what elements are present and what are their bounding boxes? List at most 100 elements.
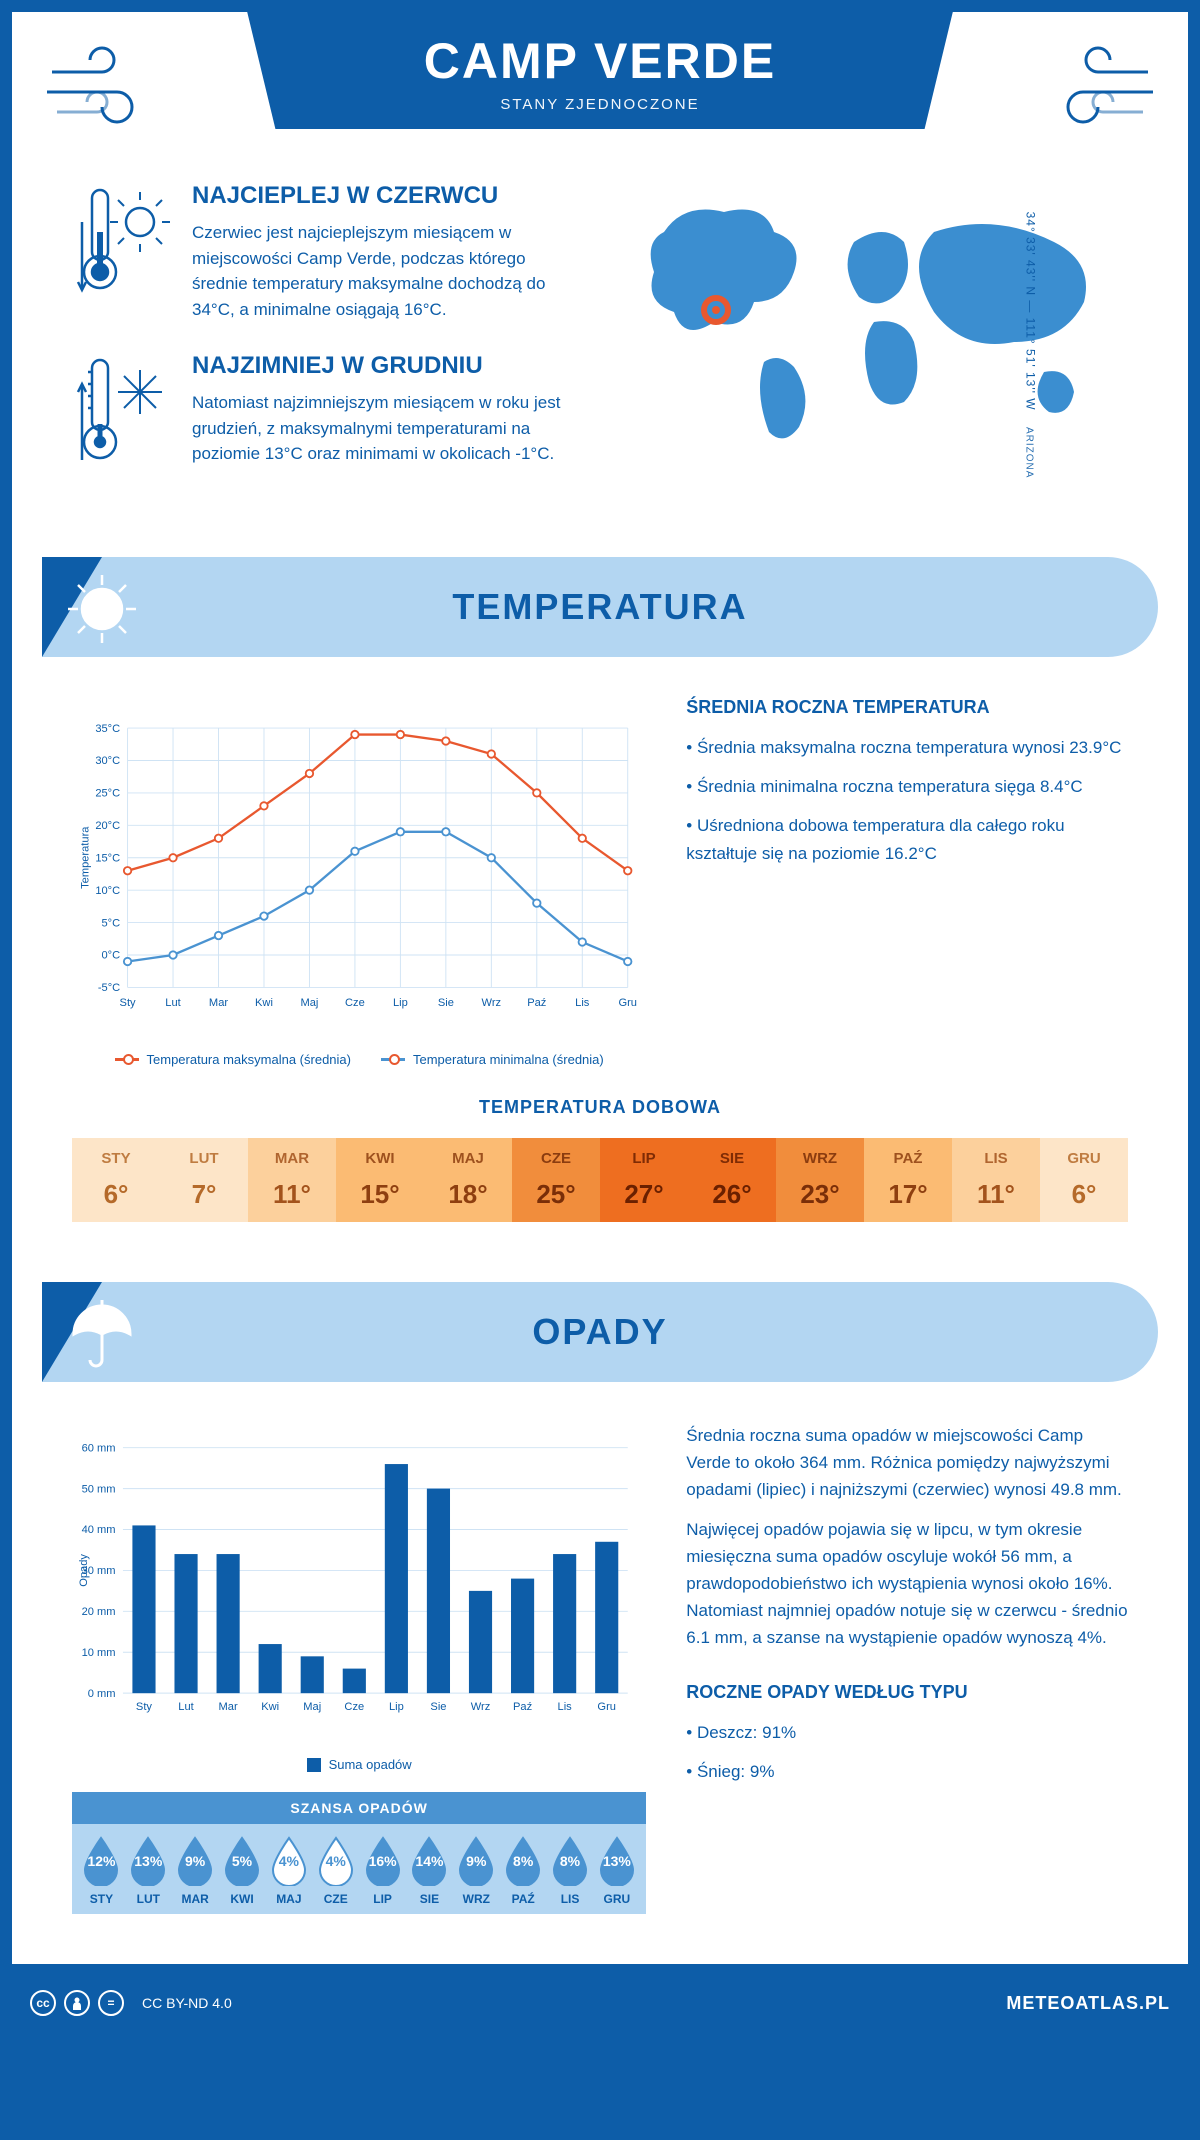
svg-text:Lip: Lip xyxy=(389,1701,404,1713)
rain-chance-cell: 4% MAJ xyxy=(265,1836,312,1906)
daily-temp-cell: PAŹ17° xyxy=(864,1138,952,1222)
svg-text:50 mm: 50 mm xyxy=(82,1483,116,1495)
country-subtitle: STANY ZJEDNOCZONE xyxy=(277,96,923,113)
svg-text:60 mm: 60 mm xyxy=(82,1442,116,1454)
svg-text:Temperatura: Temperatura xyxy=(80,826,92,889)
warmest-body: Czerwiec jest najcieplejszym miesiącem w… xyxy=(192,220,580,322)
section-title: TEMPERATURA xyxy=(42,586,1158,628)
svg-text:Paź: Paź xyxy=(513,1701,532,1713)
daily-temp-cell: LIP27° xyxy=(600,1138,688,1222)
svg-text:40 mm: 40 mm xyxy=(82,1524,116,1536)
avg-temp-item: Uśredniona dobowa temperatura dla całego… xyxy=(686,812,1128,866)
rain-paragraph: Najwięcej opadów pojawia się w lipcu, w … xyxy=(686,1516,1128,1652)
thermometer-snow-icon xyxy=(72,352,172,477)
daily-temp-cell: KWI15° xyxy=(336,1138,424,1222)
rain-chance-cell: 14% SIE xyxy=(406,1836,453,1906)
title-banner: CAMP VERDE STANY ZJEDNOCZONE xyxy=(247,12,953,129)
rain-chance-cell: 9% WRZ xyxy=(453,1836,500,1906)
nd-icon: = xyxy=(98,1990,124,2016)
daily-temp-title: TEMPERATURA DOBOWA xyxy=(72,1097,1128,1118)
coldest-title: NAJZIMNIEJ W GRUDNIU xyxy=(192,352,580,380)
avg-temp-list: Średnia maksymalna roczna temperatura wy… xyxy=(686,734,1128,867)
avg-temp-title: ŚREDNIA ROCZNA TEMPERATURA xyxy=(686,697,1128,718)
svg-text:15°C: 15°C xyxy=(95,852,120,864)
svg-text:Lis: Lis xyxy=(558,1701,573,1713)
svg-text:Opady: Opady xyxy=(78,1554,90,1587)
temperature-line-chart: -5°C0°C5°C10°C15°C20°C25°C30°C35°CStyLut… xyxy=(72,697,646,1037)
rain-chance-panel: SZANSA OPADÓW 12% STY 13% LUT 9% MAR 5% … xyxy=(72,1792,646,1914)
svg-text:Cze: Cze xyxy=(345,997,365,1009)
wind-icon xyxy=(42,42,162,137)
svg-text:35°C: 35°C xyxy=(95,723,120,735)
daily-temp-cell: LUT7° xyxy=(160,1138,248,1222)
footer: cc = CC BY-ND 4.0 METEOATLAS.PL xyxy=(0,1976,1200,2030)
svg-text:30°C: 30°C xyxy=(95,755,120,767)
svg-text:Kwi: Kwi xyxy=(261,1701,279,1713)
sun-icon xyxy=(62,569,142,654)
umbrella-icon xyxy=(62,1294,142,1379)
coldest-block: NAJZIMNIEJ W GRUDNIU Natomiast najzimnie… xyxy=(72,352,580,477)
wind-icon xyxy=(1038,42,1158,137)
section-header-rain: OPADY xyxy=(42,1282,1158,1382)
license-text: CC BY-ND 4.0 xyxy=(142,1995,232,2011)
svg-text:Lip: Lip xyxy=(393,997,408,1009)
section-header-temperature: TEMPERATURA xyxy=(42,557,1158,657)
daily-temp-cell: GRU6° xyxy=(1040,1138,1128,1222)
svg-text:20 mm: 20 mm xyxy=(82,1606,116,1618)
svg-text:Mar: Mar xyxy=(219,1701,238,1713)
svg-text:Wrz: Wrz xyxy=(482,997,502,1009)
rain-chance-cell: 8% PAŹ xyxy=(500,1836,547,1906)
world-map: 34° 33' 43'' N — 111° 51' 13'' W ARIZONA xyxy=(620,182,1128,507)
avg-temp-item: Średnia minimalna roczna temperatura się… xyxy=(686,773,1128,800)
svg-text:Lut: Lut xyxy=(178,1701,193,1713)
rain-type-list: Deszcz: 91% Śnieg: 9% xyxy=(686,1719,1128,1785)
daily-temp-table: STY6°LUT7°MAR11°KWI15°MAJ18°CZE25°LIP27°… xyxy=(72,1138,1128,1222)
daily-temp-cell: MAJ18° xyxy=(424,1138,512,1222)
svg-text:Maj: Maj xyxy=(300,997,318,1009)
section-title: OPADY xyxy=(42,1311,1158,1353)
rain-paragraph: Średnia roczna suma opadów w miejscowośc… xyxy=(686,1422,1128,1504)
chart-legend: Suma opadów xyxy=(72,1757,646,1772)
svg-text:0 mm: 0 mm xyxy=(88,1688,116,1700)
daily-temp-cell: WRZ23° xyxy=(776,1138,864,1222)
daily-temp-cell: STY6° xyxy=(72,1138,160,1222)
svg-text:Cze: Cze xyxy=(344,1701,364,1713)
rain-type-title: ROCZNE OPADY WEDŁUG TYPU xyxy=(686,1682,1128,1703)
svg-text:Maj: Maj xyxy=(303,1701,321,1713)
svg-text:Mar: Mar xyxy=(209,997,228,1009)
rain-chance-cell: 9% MAR xyxy=(172,1836,219,1906)
svg-text:Gru: Gru xyxy=(597,1701,616,1713)
rain-chance-cell: 8% LIS xyxy=(547,1836,594,1906)
svg-text:Sie: Sie xyxy=(438,997,454,1009)
rain-chance-cell: 12% STY xyxy=(78,1836,125,1906)
rain-type-item: Deszcz: 91% xyxy=(686,1719,1128,1746)
chart-legend: .legend-sw:nth-child(1)::after{border-co… xyxy=(72,1052,646,1067)
daily-temp-cell: LIS11° xyxy=(952,1138,1040,1222)
rain-chance-cell: 13% LUT xyxy=(125,1836,172,1906)
thermometer-sun-icon xyxy=(72,182,172,322)
svg-text:10 mm: 10 mm xyxy=(82,1647,116,1659)
coordinates: 34° 33' 43'' N — 111° 51' 13'' W ARIZONA xyxy=(1024,211,1038,478)
rain-chance-cell: 4% CZE xyxy=(312,1836,359,1906)
coldest-body: Natomiast najzimniejszym miesiącem w rok… xyxy=(192,390,580,467)
rain-chance-cell: 5% KWI xyxy=(219,1836,266,1906)
svg-text:5°C: 5°C xyxy=(102,917,121,929)
by-icon xyxy=(64,1990,90,2016)
site-name: METEOATLAS.PL xyxy=(1006,1993,1170,2014)
svg-text:Sty: Sty xyxy=(136,1701,152,1713)
svg-text:25°C: 25°C xyxy=(95,788,120,800)
rain-chance-cell: 16% LIP xyxy=(359,1836,406,1906)
svg-text:Paź: Paź xyxy=(527,997,546,1009)
avg-temp-item: Średnia maksymalna roczna temperatura wy… xyxy=(686,734,1128,761)
rain-type-item: Śnieg: 9% xyxy=(686,1758,1128,1785)
cc-icon: cc xyxy=(30,1990,56,2016)
rain-chance-cell: 13% GRU xyxy=(593,1836,640,1906)
warmest-block: NAJCIEPLEJ W CZERWCU Czerwiec jest najci… xyxy=(72,182,580,322)
svg-text:Sie: Sie xyxy=(430,1701,446,1713)
precipitation-bar-chart: 0 mm10 mm20 mm30 mm40 mm50 mm60 mmOpadyS… xyxy=(72,1422,646,1742)
warmest-title: NAJCIEPLEJ W CZERWCU xyxy=(192,182,580,210)
svg-text:-5°C: -5°C xyxy=(98,982,120,994)
svg-text:10°C: 10°C xyxy=(95,885,120,897)
svg-text:Gru: Gru xyxy=(618,997,637,1009)
daily-temp-cell: CZE25° xyxy=(512,1138,600,1222)
